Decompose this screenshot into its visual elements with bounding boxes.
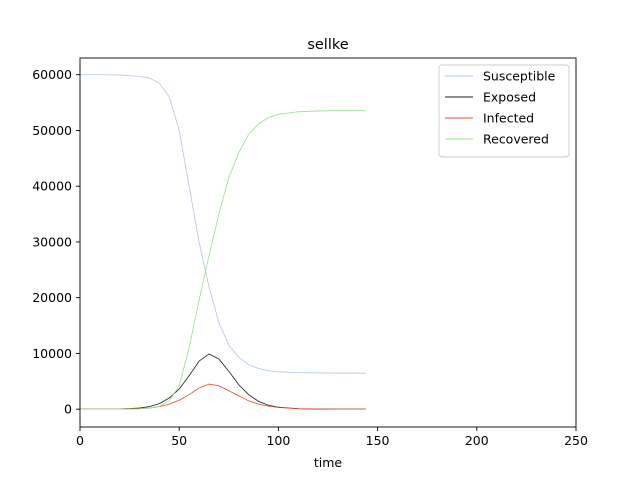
series-line-recovered	[80, 110, 366, 410]
x-tick-label: 100	[266, 433, 290, 448]
chart-title: sellke	[307, 37, 348, 53]
y-tick-label: 40000	[32, 179, 72, 194]
legend-label-recovered: Recovered	[483, 132, 549, 147]
x-tick-label: 50	[171, 433, 187, 448]
legend-label-infected: Infected	[483, 111, 534, 126]
y-tick-label: 20000	[32, 290, 72, 305]
x-tick-label: 0	[76, 433, 84, 448]
x-axis-label: time	[314, 455, 343, 470]
x-tick-label: 200	[465, 433, 489, 448]
y-tick-label: 30000	[32, 234, 72, 249]
y-tick-label: 10000	[32, 346, 72, 361]
plot-frame	[79, 57, 577, 428]
legend: Susceptible Exposed Infected Recovered	[438, 64, 570, 158]
x-tick-label: 250	[564, 433, 588, 448]
legend-box	[438, 64, 570, 158]
legend-label-susceptible: Susceptible	[483, 69, 556, 84]
y-tick-label: 50000	[32, 123, 72, 138]
legend-label-exposed: Exposed	[483, 90, 536, 105]
plot-area: 0 50 100 150 200 250 0 10000 20000 30000 40000 5000…	[32, 57, 588, 448]
x-tick-label: 150	[366, 433, 390, 448]
series-line-susceptible	[79, 74, 366, 374]
y-tick-label: 60000	[32, 67, 72, 82]
y-tick-label: 0	[64, 402, 72, 417]
